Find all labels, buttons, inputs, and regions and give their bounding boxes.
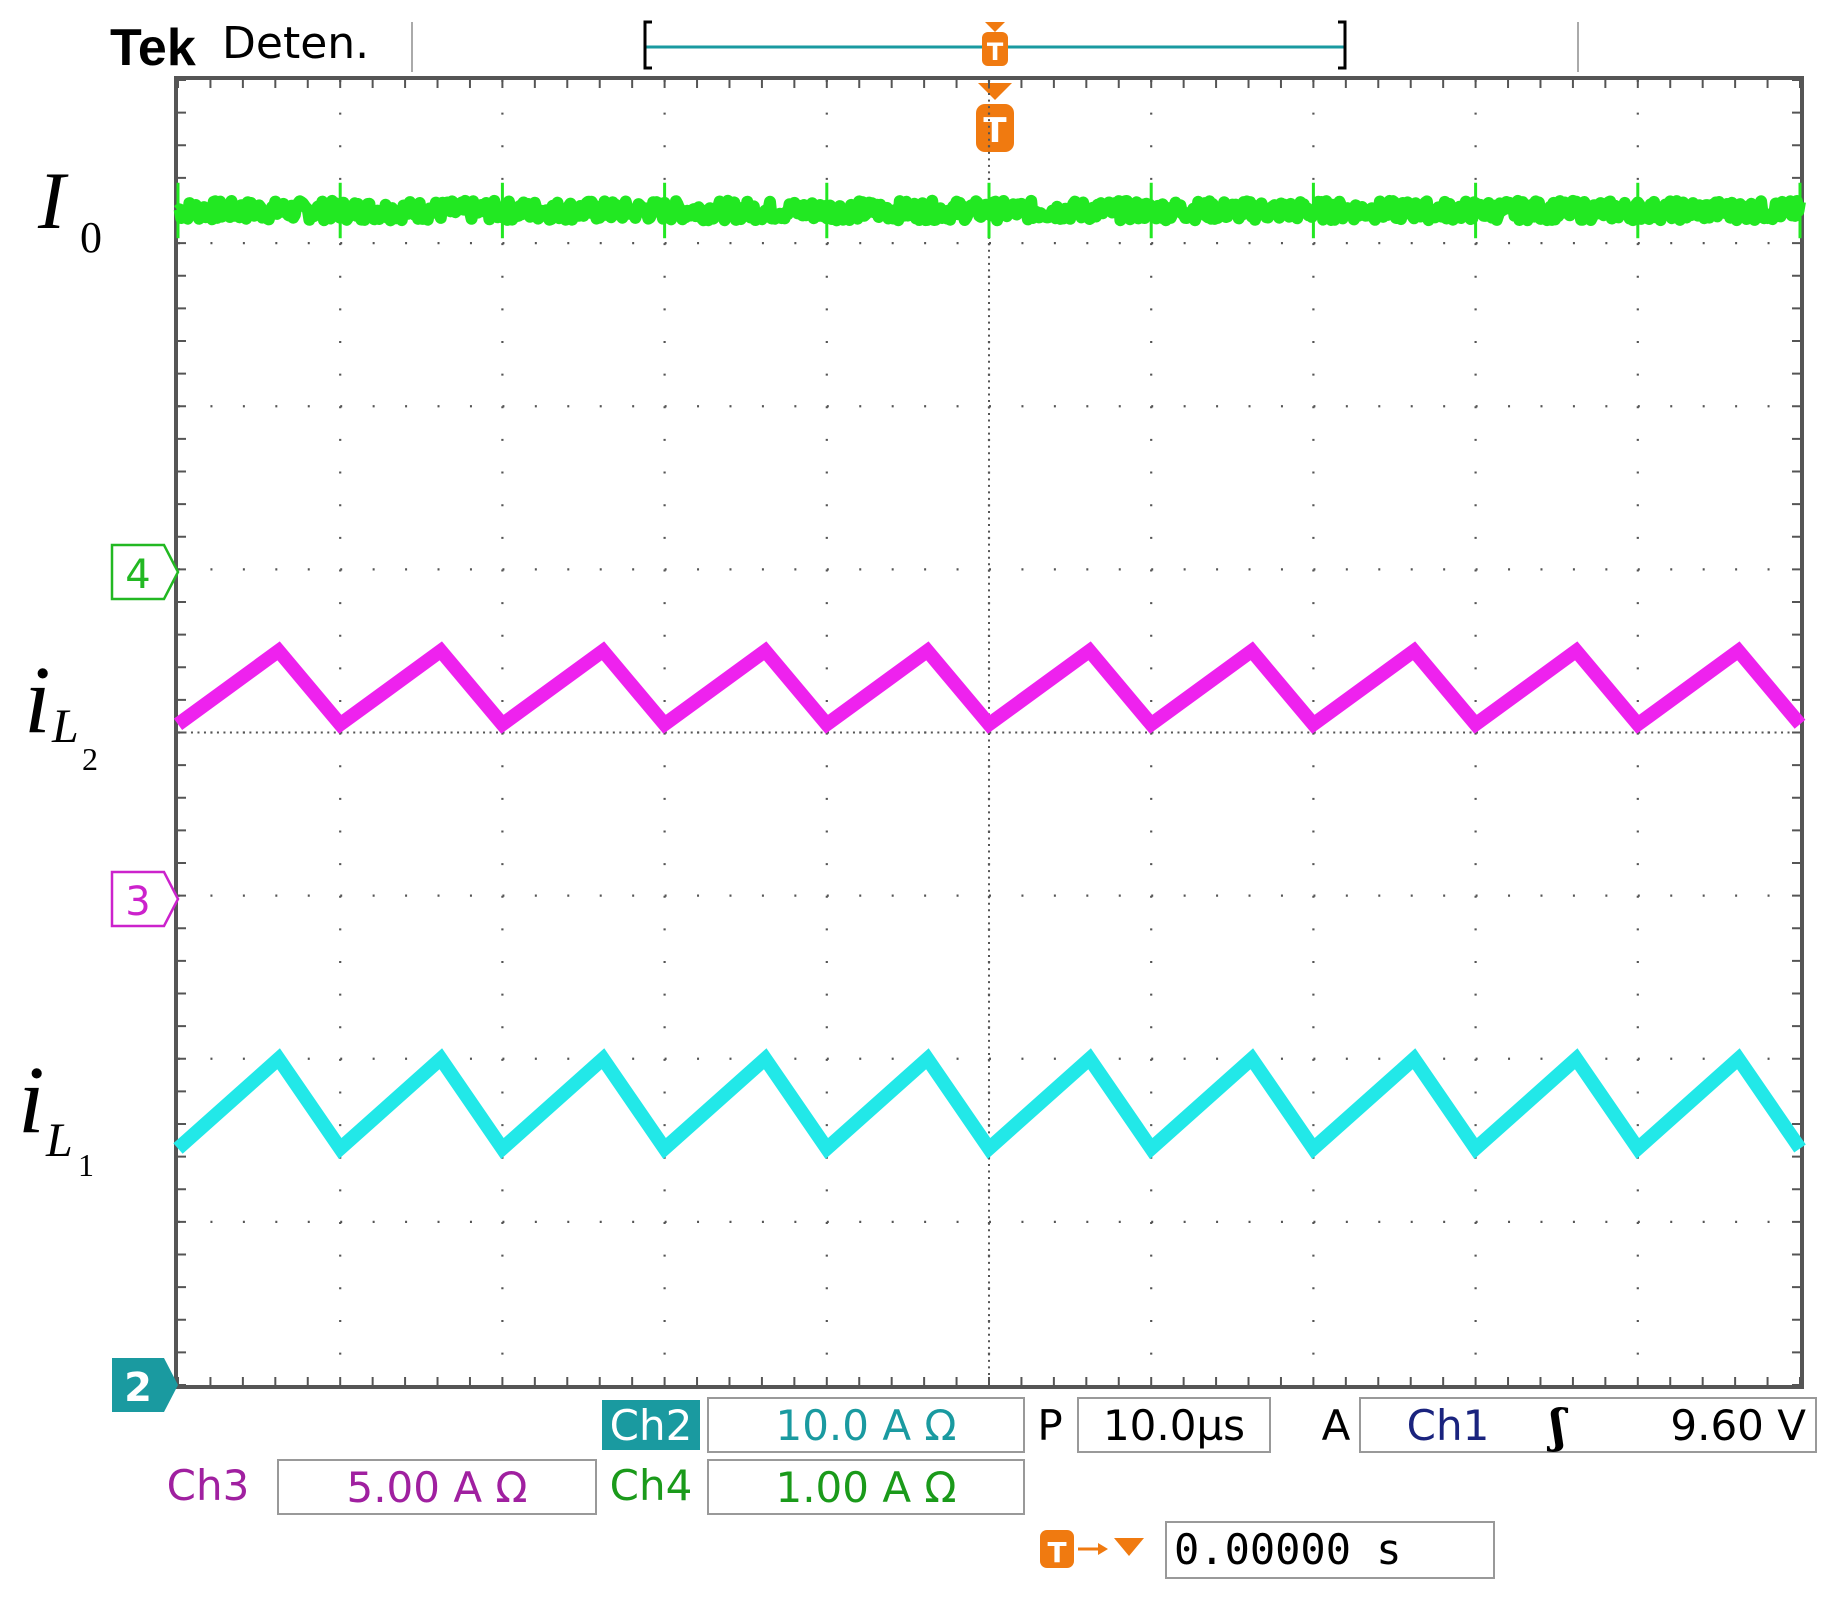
ch4-scale-box[interactable] xyxy=(707,1459,1025,1515)
acq-mode-label: A xyxy=(1322,1401,1351,1450)
timebase: 10.0µs xyxy=(1103,1401,1245,1450)
acquisition-status: Deten. xyxy=(222,18,369,69)
trigger-offset-box[interactable] xyxy=(1165,1521,1495,1579)
timebase-box[interactable] xyxy=(1077,1397,1271,1453)
svg-text:T: T xyxy=(983,111,1007,151)
trigger-slope-icon: ʃ xyxy=(1546,1399,1568,1453)
trigger-level: 9.60 V xyxy=(1670,1401,1806,1450)
trigger-offset-icon: T xyxy=(1040,1530,1144,1569)
trigger-position-icon: T xyxy=(976,83,1014,152)
ch4-scale: 1.00 A Ω xyxy=(775,1463,956,1512)
trace-label-io: I 0 xyxy=(37,155,102,262)
graticule-border xyxy=(174,76,1804,1389)
ch3-name: Ch3 xyxy=(167,1461,250,1510)
ch2-name: Ch2 xyxy=(610,1401,693,1450)
svg-text:2: 2 xyxy=(124,1365,152,1411)
ch2-tag[interactable] xyxy=(602,1400,700,1450)
svg-text:T: T xyxy=(1047,1536,1066,1569)
trace-ch2 xyxy=(173,1048,1806,1160)
ch2-scale: 10.0 A Ω xyxy=(775,1401,956,1450)
brand-label: Tek xyxy=(110,19,196,77)
ch4-ground-marker[interactable]: 4 xyxy=(110,543,180,601)
trigger-source: Ch1 xyxy=(1407,1401,1490,1450)
trace-label-il2: i L 2 xyxy=(24,646,98,777)
ch3-ground-marker[interactable]: 3 xyxy=(110,870,180,928)
svg-text:4: 4 xyxy=(125,552,150,598)
waveforms xyxy=(173,182,1806,1160)
trigger-readout-box[interactable] xyxy=(1359,1397,1817,1453)
ch2-scale-box[interactable] xyxy=(707,1397,1025,1453)
trace-ch4 xyxy=(173,194,1806,227)
ch2-ground-marker[interactable]: 2 xyxy=(112,1358,178,1412)
trigger-offset: 0.00000 s xyxy=(1174,1525,1402,1574)
trace-ch3 xyxy=(173,641,1806,734)
trigger-position-icon-top: T xyxy=(982,22,1008,66)
ch3-scale-box[interactable] xyxy=(277,1459,597,1515)
trace-label-il1: i L 1 xyxy=(18,1046,94,1183)
ch4-name: Ch4 xyxy=(610,1461,693,1510)
ch3-scale: 5.00 A Ω xyxy=(346,1463,527,1512)
p-label: P xyxy=(1037,1401,1062,1450)
svg-text:3: 3 xyxy=(125,879,150,925)
svg-text:T: T xyxy=(987,38,1004,66)
